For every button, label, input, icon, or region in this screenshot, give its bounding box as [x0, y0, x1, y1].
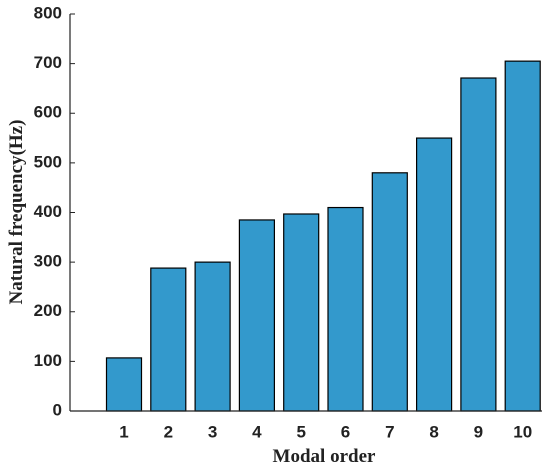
x-tick-label: 10 — [513, 422, 532, 441]
bar — [283, 213, 320, 412]
bar — [194, 261, 231, 412]
bar — [504, 60, 541, 412]
y-tick-label: 200 — [34, 301, 62, 320]
x-axis-label: Modal order — [273, 446, 376, 467]
y-tick-label: 500 — [34, 152, 62, 171]
bar — [371, 172, 408, 412]
bar — [238, 219, 275, 412]
x-tick-label: 7 — [385, 422, 394, 441]
x-tick-label: 5 — [296, 422, 305, 441]
x-tick-label: 1 — [119, 422, 128, 441]
bar — [105, 357, 143, 412]
y-tick-label: 700 — [34, 53, 62, 72]
y-tick-label: 600 — [34, 103, 62, 122]
y-tick-label: 400 — [34, 202, 62, 221]
x-tick-label: 3 — [208, 422, 217, 441]
x-tick-label: 8 — [429, 422, 438, 441]
y-tick-label: 800 — [34, 3, 62, 22]
x-tick-label: 4 — [252, 422, 262, 441]
bar — [327, 206, 364, 412]
y-tick-label: 300 — [34, 252, 62, 271]
y-axis-label: Natural frequency(Hz) — [6, 120, 27, 305]
x-tick-label: 2 — [164, 422, 173, 441]
bar — [416, 137, 453, 412]
x-tick-label: 9 — [474, 422, 483, 441]
y-tick-label: 100 — [34, 351, 62, 370]
x-tick-label: 6 — [341, 422, 350, 441]
bar — [460, 77, 497, 412]
bar — [150, 267, 187, 412]
y-tick-label: 0 — [53, 400, 62, 419]
